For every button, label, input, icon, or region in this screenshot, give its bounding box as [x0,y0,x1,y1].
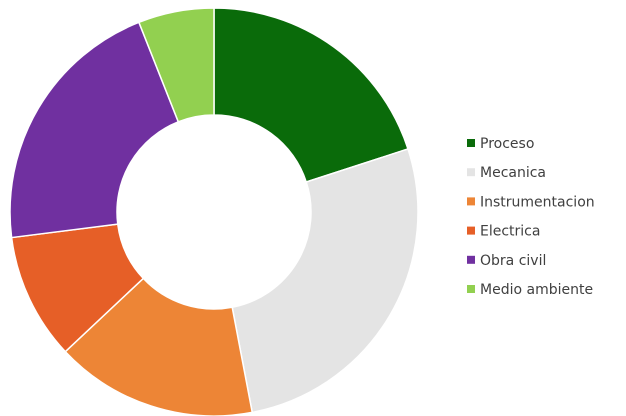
legend-swatch [467,285,475,293]
legend-label: Electrica [480,224,540,240]
donut-slice [137,7,215,123]
legend-swatch [467,197,475,206]
donut-slice [9,21,180,239]
donut-slice [64,277,254,416]
legend-swatch [467,168,475,177]
legend-label: Proceso [480,136,534,152]
donut-slice [231,148,419,414]
legend-swatch [467,139,475,147]
legend-label: Medio ambiente [480,282,593,298]
legend-swatch [467,255,475,264]
donut-slice [213,7,409,183]
legend-swatch [467,226,475,235]
legend-label: Obra civil [480,253,546,269]
legend-label: Mecanica [480,165,546,181]
legend-label: Instrumentacion [480,194,595,210]
